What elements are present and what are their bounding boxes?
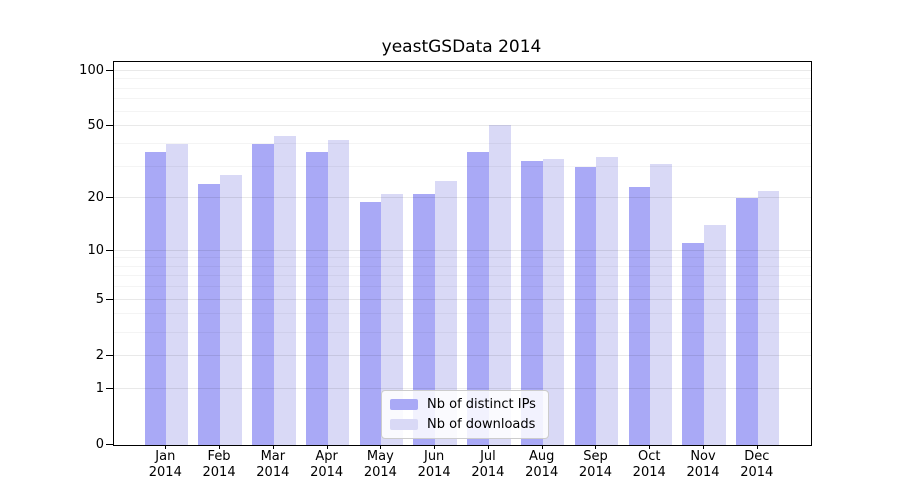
y-tick-label: 5 xyxy=(95,291,104,307)
bar-downloads-oct xyxy=(650,163,672,445)
legend-swatch-distinct-ips xyxy=(390,399,418,410)
y-tick-mark xyxy=(106,298,113,300)
bar-distinct-ips-apr xyxy=(305,152,328,445)
y-tick-label: 2 xyxy=(95,347,104,363)
y-tick-mark xyxy=(106,69,113,71)
legend-swatch-downloads xyxy=(390,419,418,430)
x-tick-label-oct: Oct 2014 xyxy=(632,449,666,480)
minor-gridline xyxy=(114,87,811,89)
y-tick-label: 0 xyxy=(95,437,104,452)
major-gridline xyxy=(114,69,811,71)
x-tick-mark xyxy=(703,445,704,449)
x-tick-label-apr: Apr 2014 xyxy=(310,449,344,480)
bar-downloads-may xyxy=(381,194,404,445)
legend-label-downloads: Nb of downloads xyxy=(427,417,536,432)
x-tick-label-dec: Dec 2014 xyxy=(740,449,774,480)
y-tick-label: 10 xyxy=(87,242,104,258)
minor-gridline xyxy=(114,98,811,100)
minor-gridline xyxy=(114,142,811,144)
chart-title: yeastGSData 2014 xyxy=(381,37,542,57)
bar-downloads-jul xyxy=(488,124,511,445)
x-tick-label-jan: Jan 2014 xyxy=(148,449,182,480)
x-tick-mark xyxy=(272,445,274,449)
bar-downloads-jan xyxy=(166,143,188,445)
x-tick-mark xyxy=(595,445,597,449)
x-tick-label-aug: Aug 2014 xyxy=(525,449,559,480)
y-tick-mark xyxy=(106,444,113,445)
bar-downloads-sep xyxy=(596,156,619,445)
bar-distinct-ips-dec xyxy=(736,198,758,445)
y-tick-label: 1 xyxy=(95,380,104,396)
x-tick-mark xyxy=(219,445,221,449)
bar-distinct-ips-jan xyxy=(144,152,167,445)
legend-entry-distinct-ips: Nb of distinct IPs xyxy=(390,397,536,412)
x-tick-mark xyxy=(756,445,758,449)
y-tick-mark xyxy=(106,249,113,251)
bar-distinct-ips-jun xyxy=(413,194,436,445)
plot-area: Nb of distinct IPs Nb of downloads xyxy=(113,61,812,446)
x-tick-label-feb: Feb 2014 xyxy=(202,449,236,480)
legend-entry-downloads: Nb of downloads xyxy=(390,417,536,432)
bar-distinct-ips-oct xyxy=(628,187,651,445)
x-tick-label-may: May 2014 xyxy=(363,449,397,480)
y-tick-mark xyxy=(106,354,113,356)
bar-downloads-mar xyxy=(273,136,296,445)
y-tick-mark xyxy=(106,197,113,199)
x-tick-label-jun: Jun 2014 xyxy=(417,449,451,480)
y-tick-label: 100 xyxy=(79,62,104,78)
bar-distinct-ips-nov xyxy=(682,243,704,445)
minor-gridline xyxy=(114,78,811,80)
bar-downloads-aug xyxy=(542,159,565,445)
x-tick-mark xyxy=(434,445,436,449)
bar-distinct-ips-mar xyxy=(252,143,274,445)
x-tick-label-mar: Mar 2014 xyxy=(256,449,290,480)
x-tick-mark xyxy=(165,445,167,449)
legend: Nb of distinct IPs Nb of downloads xyxy=(381,390,549,439)
minor-gridline xyxy=(114,110,811,112)
bar-downloads-feb xyxy=(220,174,242,445)
x-tick-mark xyxy=(380,445,382,449)
legend-label-distinct-ips: Nb of distinct IPs xyxy=(427,397,536,412)
bar-distinct-ips-jul xyxy=(467,152,489,445)
bar-downloads-nov xyxy=(704,225,726,445)
major-gridline xyxy=(114,125,811,127)
y-tick-mark xyxy=(106,387,113,389)
bar-distinct-ips-feb xyxy=(198,183,221,445)
bar-distinct-ips-sep xyxy=(574,166,597,445)
y-tick-label: 20 xyxy=(87,190,104,206)
x-tick-mark xyxy=(487,445,489,449)
x-tick-label-sep: Sep 2014 xyxy=(578,449,612,480)
bar-distinct-ips-may xyxy=(359,202,382,445)
x-tick-mark xyxy=(326,445,328,449)
x-tick-label-nov: Nov 2014 xyxy=(686,449,720,480)
x-tick-label-jul: Jul 2014 xyxy=(471,449,505,480)
bar-downloads-jun xyxy=(435,180,457,445)
minor-gridline xyxy=(114,165,811,167)
y-tick-mark xyxy=(106,125,113,127)
x-tick-mark xyxy=(541,445,543,449)
bar-downloads-apr xyxy=(327,139,350,445)
bar-distinct-ips-aug xyxy=(520,161,543,445)
x-tick-mark xyxy=(649,445,651,449)
y-tick-label: 50 xyxy=(87,118,104,134)
bar-downloads-dec xyxy=(757,190,780,445)
